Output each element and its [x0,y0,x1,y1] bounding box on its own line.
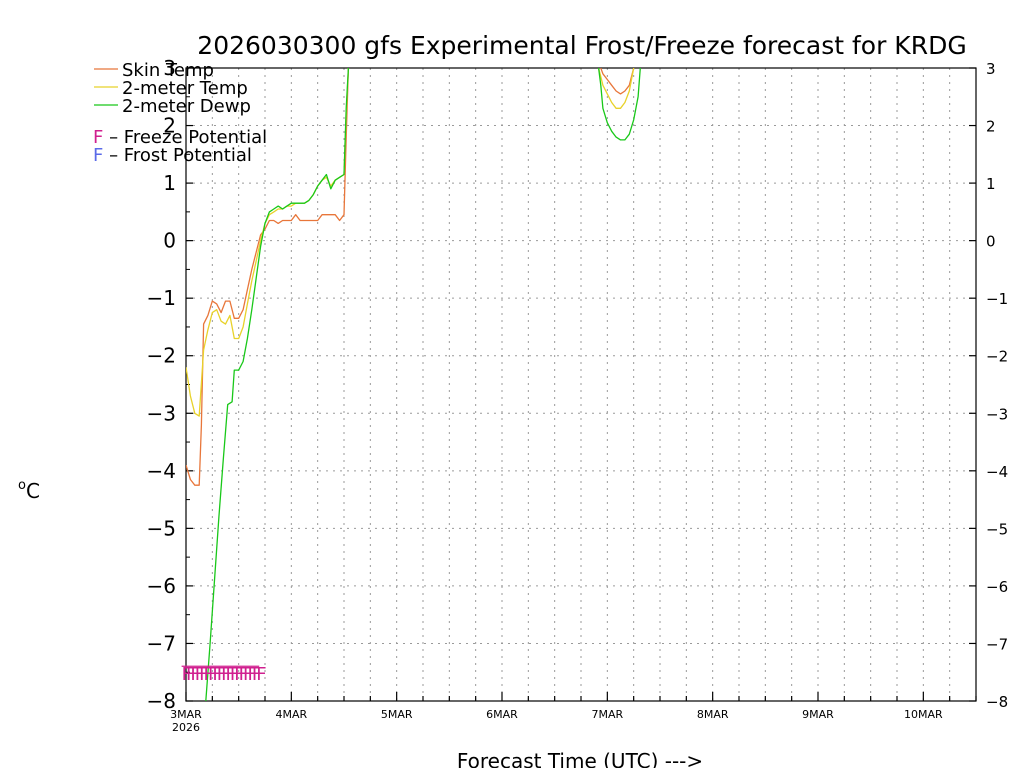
freeze-mark: F [252,664,262,685]
y-tick-label-right: −4 [986,463,1008,481]
freeze-mark: F [186,664,196,685]
y-tick-label-right: −5 [986,520,1008,538]
freeze-mark: F [212,664,222,685]
freeze-mark: F [204,664,214,685]
legend-potential-text: – Frost Potential [103,145,252,166]
legend-potential-text: – Freeze Potential [103,127,267,148]
y-tick-label-right: 1 [986,175,996,193]
freeze-mark: F [190,664,200,685]
y-tick-label-right: −8 [986,693,1008,711]
series-lines [186,68,641,701]
y-tick-label-right: 2 [986,118,996,136]
x-tick-label: 8MAR [697,708,729,721]
legend-entry-label: 2-meter Temp [122,78,248,99]
x-tick-label: 4MAR [275,708,307,721]
freeze-mark: F [247,664,257,685]
chart-title: 2026030300 gfs Experimental Frost/Freeze… [197,31,966,60]
y-tick-label-left: −1 [147,286,176,310]
y-tick-label-right: −2 [986,348,1008,366]
freeze-mark: F [239,664,249,685]
y-tick-label-left: −3 [147,401,176,425]
y-tick-label-left: 0 [163,229,176,253]
freeze-mark: F [217,664,227,685]
series-line-2-meter-temp [597,68,635,109]
legend-potential-entry: F – Frost Potential [93,145,252,166]
freeze-mark: F [221,664,231,685]
y-tick-label-left: −6 [147,574,176,598]
legend-potential-letter: F [93,127,103,148]
y-tick-label-left: 1 [163,171,176,195]
chart-grid [186,68,976,701]
freeze-mark: F [243,664,253,685]
x-tick-label: 6MAR [486,708,518,721]
y-axis-label-degree: o [18,478,26,493]
freeze-mark: F [230,664,240,685]
y-tick-label-right: −1 [986,290,1008,308]
freeze-mark: F [195,664,205,685]
y-tick-label-right: −7 [986,635,1008,653]
series-line-skin-temp [600,68,635,95]
y-axis-label-unit: C [26,479,40,503]
freeze-mark: F [208,664,218,685]
x-tick-sublabel: 2026 [172,721,200,734]
y-axis-right: −8 −7 −6 −5 −4 −3 −2 −1 0 1 2 3 [969,60,1008,711]
freeze-mark: F [199,664,209,685]
y-tick-label-left: −5 [147,516,176,540]
y-tick-label-right: −6 [986,578,1008,596]
legend-entry-label: 2-meter Dewp [122,96,251,117]
y-tick-label-left: −8 [147,689,176,713]
freeze-mark: F [226,664,236,685]
legend-potential-letter: F [93,145,103,166]
y-tick-label-left: 3 [163,56,176,80]
legend-potential-entry: F – Freeze Potential [93,127,267,148]
y-tick-label-right: 3 [986,60,996,78]
y-tick-label-right: 0 [986,233,996,251]
x-tick-label: 3MAR [170,708,202,721]
x-tick-label: 9MAR [802,708,834,721]
series-line-2-meter-temp [186,68,350,417]
y-tick-label-left: 2 [163,114,176,138]
y-tick-label-left: −7 [147,631,176,655]
x-tick-label: 10MAR [904,708,943,721]
freeze-mark: F [182,664,192,685]
x-tick-label: 7MAR [591,708,623,721]
x-axis-label: Forecast Time (UTC) ---> [457,749,703,768]
y-tick-label-left: −2 [147,344,176,368]
x-tick-label: 5MAR [381,708,413,721]
series-line-2-meter-dewp [205,68,350,701]
series-line-2-meter-dewp [597,68,641,141]
freeze-mark: F [234,664,244,685]
y-tick-label-left: −4 [147,459,176,483]
legend-entry-label: Skin Temp [122,60,214,81]
series-line-skin-temp [186,68,350,486]
y-axis-left: −8 −7 −6 −5 −4 −3 −2 −1 0 1 2 3 [147,56,193,713]
y-tick-label-right: −3 [986,405,1008,423]
y-axis-label: oC [18,478,40,503]
freeze-mark: F [256,664,266,685]
